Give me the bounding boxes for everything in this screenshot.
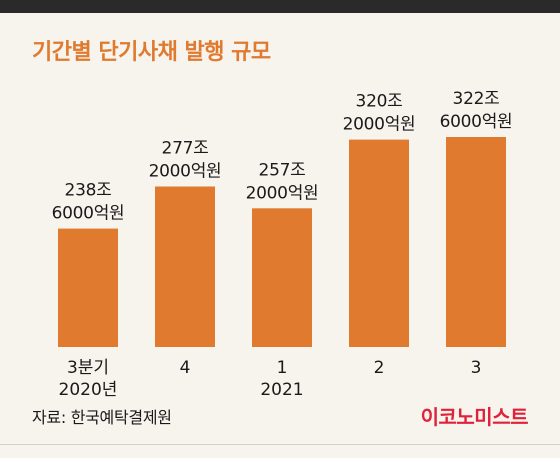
- x-tick-label-3-0: 2: [374, 358, 385, 378]
- x-tick-label-0-0: 3분기: [67, 358, 109, 378]
- x-tick-label-1-0: 4: [180, 358, 191, 378]
- value-label-1-0: 277조: [162, 139, 209, 159]
- value-label-0-1: 6000억원: [52, 204, 125, 224]
- chart-title: 기간별 단기사채 발행 규모: [32, 40, 271, 65]
- value-label-2-0: 257조: [259, 160, 306, 180]
- x-tick-label-4-0: 3: [471, 358, 482, 378]
- value-label-2-1: 2000억원: [246, 183, 319, 203]
- source-note: 자료: 한국예탁결제원: [32, 408, 172, 427]
- top-bar: [0, 0, 560, 13]
- bar-4: [446, 137, 506, 347]
- value-label-3-0: 320조: [356, 92, 403, 112]
- value-label-1-1: 2000억원: [149, 162, 222, 182]
- value-label-0-0: 238조: [65, 181, 112, 201]
- publisher-logo: 이코노미스트: [420, 405, 529, 429]
- bar-0: [58, 228, 118, 347]
- bottom-divider: [0, 444, 560, 445]
- value-label-4-1: 6000억원: [440, 112, 513, 132]
- value-label-4-0: 322조: [453, 89, 500, 109]
- bar-1: [155, 186, 215, 347]
- value-label-3-1: 2000억원: [343, 115, 416, 135]
- bar-3: [349, 139, 409, 347]
- x-tick-label-2-1: 2021: [260, 380, 303, 400]
- x-tick-label-0-1: 2020년: [59, 380, 118, 400]
- x-tick-label-2-0: 1: [277, 358, 288, 378]
- bar-2: [252, 208, 312, 347]
